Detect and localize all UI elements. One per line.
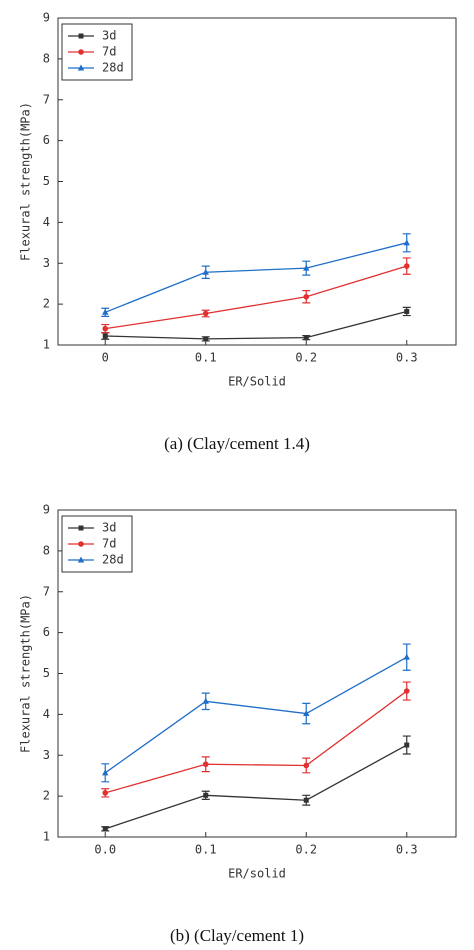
legend-label: 3d [102,29,116,43]
y-tick-label: 6 [43,133,50,147]
data-point [102,308,109,315]
data-point [404,742,410,748]
data-point [403,653,410,660]
legend-marker [78,541,84,547]
data-point [203,792,209,798]
legend-label: 7d [102,45,116,59]
y-tick-label: 8 [43,543,50,557]
legend-label: 28d [102,61,124,75]
data-point [303,335,309,341]
x-tick-label: 0.3 [396,843,418,857]
data-point [303,762,310,769]
series-line [104,242,407,313]
y-tick-label: 1 [43,830,50,844]
data-point [303,710,310,717]
y-tick-label: 4 [43,215,50,229]
y-tick-label: 2 [43,789,50,803]
data-point [404,308,410,314]
data-point [303,797,309,803]
data-point [102,826,108,832]
data-point [403,688,410,694]
legend-marker [78,49,84,55]
y-axis-title: Flexural strength(MPa) [19,594,33,753]
y-tick-label: 2 [43,297,50,311]
x-tick-label: 0.1 [195,843,217,857]
y-tick-label: 3 [43,748,50,762]
y-tick-label: 5 [43,666,50,680]
legend-label: 28d [102,553,124,567]
data-point [102,333,108,339]
legend-label: 3d [102,521,116,535]
series-line [104,656,408,774]
x-tick-label: 0 [102,351,109,365]
data-point [202,697,209,704]
data-point [403,239,410,246]
x-axis-title: ER/Solid [228,375,286,389]
series-line [105,265,407,330]
x-tick-label: 0.0 [94,843,116,857]
x-tick-label: 0.2 [295,843,317,857]
data-point [203,336,209,342]
legend-marker [78,33,84,39]
series-line [105,310,407,340]
caption: (a) (Clay/cement 1.4) [164,434,310,453]
x-tick-label: 0.1 [195,351,217,365]
data-point [102,325,109,332]
caption: (b) (Clay/cement 1) [170,926,304,945]
series-line [105,690,408,794]
data-point [403,263,410,269]
y-tick-label: 9 [43,503,50,517]
y-tick-label: 3 [43,256,50,270]
y-tick-label: 7 [43,584,50,598]
series-line [105,744,408,830]
y-tick-label: 4 [43,707,50,721]
y-tick-label: 6 [43,625,50,639]
y-tick-label: 7 [43,92,50,106]
y-tick-label: 9 [43,11,50,25]
legend-marker [77,64,85,71]
legend-label: 7d [102,537,116,551]
data-point [303,264,310,271]
data-point [102,769,109,776]
data-point [202,761,209,768]
x-tick-label: 0.2 [295,351,317,365]
legend-marker [77,556,85,563]
legend-marker [78,525,84,531]
data-point [202,310,209,317]
data-point [102,790,109,796]
y-tick-label: 5 [43,174,50,188]
y-tick-label: 1 [43,338,50,352]
x-tick-label: 0.3 [396,351,418,365]
y-tick-label: 8 [43,51,50,65]
y-axis-title: Flexural strength(MPa) [19,102,33,261]
data-point [303,293,310,300]
data-point [202,268,209,275]
x-axis-title: ER/solid [228,867,286,881]
